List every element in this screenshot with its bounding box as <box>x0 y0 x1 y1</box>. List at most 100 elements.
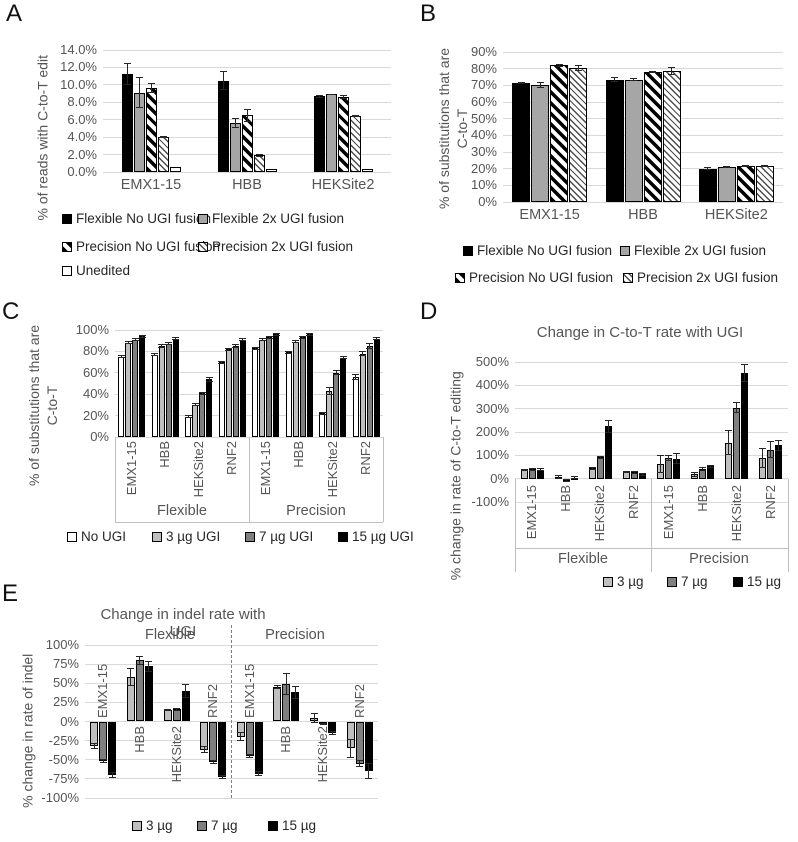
error-bar-cap <box>725 430 733 432</box>
legend-label: 15 µg <box>747 574 782 589</box>
y-tick-label: 10% <box>470 177 497 193</box>
error-bar-cap <box>318 411 326 413</box>
error-bar-cap <box>673 453 681 455</box>
error-bar <box>764 165 766 167</box>
bar <box>512 82 531 202</box>
error-bar-cap <box>239 338 247 340</box>
error-bar-cap <box>347 756 355 758</box>
error-bar-cap <box>258 338 266 340</box>
legend-swatch <box>338 532 348 542</box>
y-tick-label: 75% <box>52 656 79 672</box>
bar <box>218 362 225 437</box>
error-bar-cap <box>775 449 783 451</box>
y-tick-label: 80% <box>470 60 497 76</box>
y-tick-label: 0% <box>478 194 497 209</box>
legend-item: Flexible 2x UGI fusion <box>620 243 766 258</box>
error-bar-cap <box>173 707 181 709</box>
error-bar-cap <box>339 98 347 100</box>
error-bar <box>770 441 772 458</box>
error-bar-cap <box>767 457 775 459</box>
error-bar-cap <box>291 685 299 687</box>
error-bar-cap <box>237 732 245 734</box>
error-bar-cap <box>135 107 143 108</box>
error-bar-cap <box>328 734 336 735</box>
error-bar-cap <box>225 347 233 349</box>
error-bar-cap <box>232 344 240 346</box>
legend-swatch <box>198 214 208 224</box>
error-bar <box>728 430 730 455</box>
bar <box>292 341 299 437</box>
legend-item: 15 µg <box>733 574 781 589</box>
error-bar-cap <box>251 346 259 348</box>
legend-swatch <box>667 577 677 587</box>
error-bar <box>335 370 337 375</box>
category-label: HEKSite2 <box>704 207 768 223</box>
error-bar-cap <box>332 374 340 376</box>
error-bar-cap <box>707 466 715 468</box>
error-bar-cap <box>528 469 536 471</box>
bar <box>662 71 681 202</box>
error-bar <box>208 377 210 382</box>
error-bar-cap <box>555 65 563 67</box>
category-label: HEKSite2 <box>168 725 184 782</box>
group-label: Flexible <box>558 551 608 567</box>
gridline <box>103 66 391 68</box>
error-bar-cap <box>767 440 775 442</box>
error-bar <box>557 475 559 479</box>
gridline <box>503 118 783 120</box>
error-bar-cap <box>630 79 637 81</box>
panel-d-title: Change in C-to-T rate with UGI <box>536 324 744 341</box>
y-tick-label: 8.0% <box>67 94 97 110</box>
error-bar-cap <box>219 88 227 90</box>
error-bar-cap <box>90 743 98 745</box>
y-tick-label: -50% <box>48 751 79 767</box>
error-bar-cap <box>306 332 314 334</box>
error-bar-cap <box>99 762 107 764</box>
gridline <box>115 350 383 352</box>
error-bar <box>194 403 196 406</box>
y-tick-label: 50% <box>52 675 79 691</box>
error-bar-cap <box>596 455 604 457</box>
error-bar-cap <box>123 63 131 65</box>
error-bar-cap <box>184 417 192 419</box>
error-bar-cap <box>272 334 280 336</box>
error-bar-cap <box>366 343 374 345</box>
bar <box>151 354 158 437</box>
legend-item: 3 µg UGI <box>152 529 220 544</box>
error-bar-cap <box>327 94 335 96</box>
bar <box>733 407 741 479</box>
error-bar-cap <box>136 655 144 657</box>
category-label: HBB <box>232 177 262 193</box>
error-bar-cap <box>352 374 360 376</box>
error-bar-cap <box>325 393 333 395</box>
y-tick-label: 200% <box>475 424 509 439</box>
category-label: RNF2 <box>351 683 367 718</box>
error-bar-cap <box>131 340 139 342</box>
y-tick-label: 100% <box>45 637 79 652</box>
category-label: HEKSite2 <box>311 177 375 193</box>
error-bar <box>235 344 237 348</box>
error-bar-cap <box>622 472 630 474</box>
error-bar <box>261 338 263 341</box>
bar <box>218 721 227 778</box>
error-bar-cap <box>691 471 699 473</box>
group-label: Precision <box>286 503 346 519</box>
error-bar <box>302 336 304 339</box>
error-bar-cap <box>365 778 373 780</box>
error-bar-cap <box>219 71 227 73</box>
legend-item: 15 µg UGI <box>338 529 414 544</box>
error-bar-cap <box>691 476 699 478</box>
y-tick-label: 12.0% <box>60 59 97 75</box>
legend-label: Flexible No UGI fusion <box>76 211 212 226</box>
gridline <box>103 49 391 51</box>
bar <box>337 97 349 172</box>
error-bar-cap <box>124 341 132 343</box>
error-bar-cap <box>265 338 273 340</box>
error-bar-cap <box>352 378 360 380</box>
error-bar-cap <box>356 766 364 768</box>
group-divider-dashed <box>231 625 232 798</box>
gridline <box>503 184 783 186</box>
gridline <box>515 384 788 386</box>
error-bar-cap <box>291 698 299 700</box>
error-bar <box>369 343 371 349</box>
